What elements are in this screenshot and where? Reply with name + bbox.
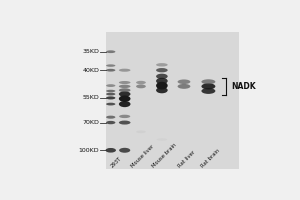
Ellipse shape — [106, 84, 116, 87]
Ellipse shape — [156, 74, 168, 79]
Ellipse shape — [201, 79, 215, 84]
Ellipse shape — [106, 148, 116, 153]
Ellipse shape — [106, 116, 116, 119]
Ellipse shape — [201, 88, 215, 94]
Ellipse shape — [106, 121, 116, 124]
Ellipse shape — [119, 115, 130, 118]
Text: Rat liver: Rat liver — [177, 150, 196, 169]
Ellipse shape — [119, 88, 130, 92]
Ellipse shape — [136, 81, 146, 84]
Text: 35KD: 35KD — [82, 49, 99, 54]
Ellipse shape — [106, 96, 116, 99]
Ellipse shape — [106, 93, 116, 95]
Ellipse shape — [156, 63, 168, 67]
Bar — [106, 32, 238, 169]
Ellipse shape — [106, 50, 116, 53]
Text: 293T: 293T — [110, 156, 122, 169]
Text: 100KD: 100KD — [79, 148, 99, 153]
Ellipse shape — [119, 69, 130, 72]
Text: Rat brain: Rat brain — [200, 148, 221, 169]
Ellipse shape — [119, 101, 130, 107]
Ellipse shape — [178, 79, 190, 84]
Ellipse shape — [106, 64, 116, 67]
Ellipse shape — [157, 138, 167, 141]
Ellipse shape — [119, 81, 130, 84]
Text: 55KD: 55KD — [82, 95, 99, 100]
Text: NADK: NADK — [232, 82, 256, 91]
Ellipse shape — [106, 90, 116, 92]
Ellipse shape — [178, 84, 190, 89]
Ellipse shape — [156, 78, 168, 84]
Ellipse shape — [136, 84, 146, 88]
Ellipse shape — [119, 95, 130, 102]
Text: Mouse liver: Mouse liver — [130, 144, 155, 169]
Ellipse shape — [106, 103, 116, 105]
Text: 40KD: 40KD — [82, 68, 99, 73]
Ellipse shape — [136, 130, 146, 133]
Ellipse shape — [106, 69, 116, 72]
Text: Mouse brain: Mouse brain — [152, 142, 178, 169]
Ellipse shape — [119, 85, 130, 88]
Text: 70KD: 70KD — [82, 120, 99, 125]
Ellipse shape — [201, 83, 215, 89]
Ellipse shape — [119, 121, 130, 125]
Ellipse shape — [156, 87, 168, 93]
Ellipse shape — [156, 68, 168, 72]
Ellipse shape — [156, 82, 168, 89]
Ellipse shape — [119, 148, 130, 153]
Ellipse shape — [119, 91, 130, 97]
